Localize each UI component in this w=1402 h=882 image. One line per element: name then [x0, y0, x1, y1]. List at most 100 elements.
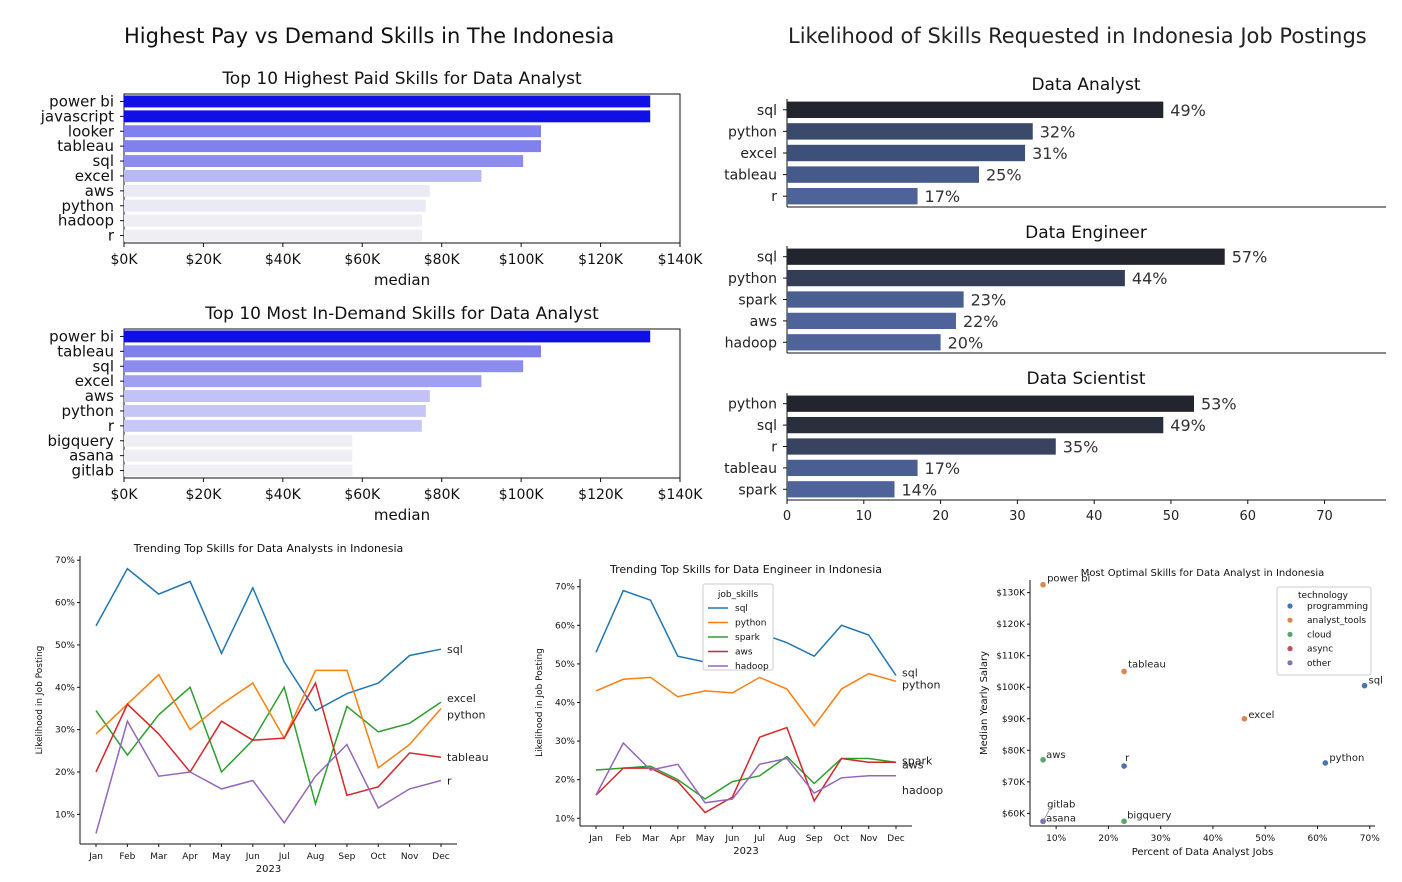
scatter-point	[1322, 760, 1329, 766]
legend-marker	[1287, 617, 1293, 623]
label-leader	[1042, 810, 1050, 822]
x-tick-label: 40	[1086, 509, 1103, 524]
data-label: 31%	[1032, 144, 1068, 163]
y-tick-label: spark	[738, 482, 778, 498]
y-tick-label: 20%	[55, 768, 75, 778]
bar	[124, 169, 482, 182]
legend-title: job_skills	[717, 590, 759, 600]
chart-title: Data Analyst	[1031, 75, 1140, 95]
bar	[787, 334, 941, 351]
chart-title: Data Scientist	[1027, 369, 1146, 389]
y-tick-label: tableau	[724, 168, 777, 184]
series-line	[95, 719, 442, 834]
scatter-point	[1040, 756, 1046, 763]
x-tick-label: Jun	[245, 852, 260, 862]
scatter-point	[1121, 818, 1127, 825]
y-tick-label: power bi	[49, 327, 114, 345]
data-label: 49%	[1170, 416, 1206, 435]
y-tick-label: $80K	[1002, 746, 1026, 756]
legend-title: technology	[1298, 591, 1349, 601]
bar	[124, 214, 422, 227]
legend-label: spark	[735, 633, 761, 643]
x-tick-label: Nov	[401, 852, 419, 862]
data-label: 49%	[1170, 101, 1206, 120]
legend-box	[1276, 586, 1372, 676]
x-tick-label: May	[696, 834, 715, 844]
x-tick-label: Apr	[182, 852, 198, 862]
y-tick-label: 50%	[555, 660, 575, 670]
y-tick-label: bigquery	[47, 432, 114, 450]
bar	[124, 184, 430, 197]
chart-title: Top 10 Most In-Demand Skills for Data An…	[204, 304, 599, 324]
data-label: 17%	[925, 187, 961, 206]
bar	[124, 464, 353, 477]
series-line	[95, 669, 442, 770]
bar	[787, 187, 918, 205]
x-tick-label: 30%	[1151, 834, 1171, 844]
x-tick-label: $100K	[499, 252, 545, 268]
x-tick-label: Aug	[778, 834, 796, 844]
y-tick-label: 60%	[55, 599, 75, 609]
y-tick-label: r	[771, 189, 777, 205]
series-end-label: sql	[447, 643, 463, 656]
series-line	[595, 726, 896, 814]
scatter-point	[1040, 818, 1046, 825]
bar	[124, 360, 524, 373]
x-tick-label: Feb	[119, 852, 135, 862]
y-tick-label: gitlab	[72, 462, 114, 480]
legend-label: python	[735, 619, 766, 629]
x-tick-label: 60	[1239, 509, 1256, 524]
bar	[787, 416, 1164, 434]
y-tick-label: 70%	[555, 583, 575, 593]
bar	[787, 101, 1164, 119]
y-axis-label: Likelihood in Job Posting	[35, 646, 45, 755]
x-tick-label: Jan	[88, 852, 103, 862]
y-tick-label: javascript	[40, 107, 114, 125]
y-tick-label: python	[728, 124, 777, 140]
data-label: 35%	[1063, 438, 1099, 457]
x-tick-label: Mar	[642, 834, 659, 844]
data-label: 44%	[1132, 269, 1168, 288]
y-tick-label: aws	[85, 182, 114, 200]
x-tick-label: 30	[1009, 509, 1026, 524]
y-tick-label: tableau	[57, 137, 114, 155]
x-tick-label: Oct	[370, 852, 386, 862]
data-label: 22%	[963, 312, 999, 331]
x-axis-label: median	[374, 506, 430, 524]
series-end-label: spark	[902, 754, 933, 767]
y-tick-label: excel	[740, 146, 777, 162]
point-label: gitlab	[1047, 799, 1075, 810]
x-axis-label: 2023	[733, 846, 758, 857]
x-tick-label: Sep	[806, 834, 823, 844]
x-tick-label: Dec	[432, 852, 449, 862]
bar	[787, 269, 1125, 287]
y-tick-label: asana	[69, 447, 114, 465]
y-tick-label: 10%	[555, 814, 575, 824]
y-tick-label: $60K	[1002, 809, 1026, 819]
scatter-point	[1361, 682, 1368, 689]
x-tick-label: 0	[783, 509, 791, 524]
data-label: 20%	[948, 333, 984, 352]
x-tick-label: $120K	[578, 487, 624, 503]
bar	[124, 419, 422, 432]
series-line	[95, 567, 442, 712]
point-label: power bi	[1047, 574, 1090, 585]
bar	[124, 345, 541, 358]
data-label: 14%	[902, 480, 938, 499]
bar	[787, 144, 1026, 162]
y-tick-label: python	[62, 197, 114, 215]
y-tick-label: sql	[92, 152, 114, 170]
y-tick-label: hadoop	[725, 335, 777, 351]
data-label: 53%	[1201, 395, 1237, 414]
y-tick-label: python	[728, 271, 777, 287]
series-end-label: excel	[447, 692, 476, 705]
x-tick-label: $40K	[265, 487, 302, 503]
right-suptitle: Likelihood of Skills Requested in Indone…	[788, 24, 1367, 48]
y-tick-label: python	[62, 402, 114, 420]
data-label: 32%	[1040, 122, 1076, 141]
y-tick-label: aws	[85, 387, 114, 405]
x-tick-label: Jun	[724, 834, 739, 844]
x-tick-label: 50	[1163, 509, 1180, 524]
point-label: bigquery	[1127, 810, 1171, 821]
legend-label: programming	[1307, 602, 1368, 612]
